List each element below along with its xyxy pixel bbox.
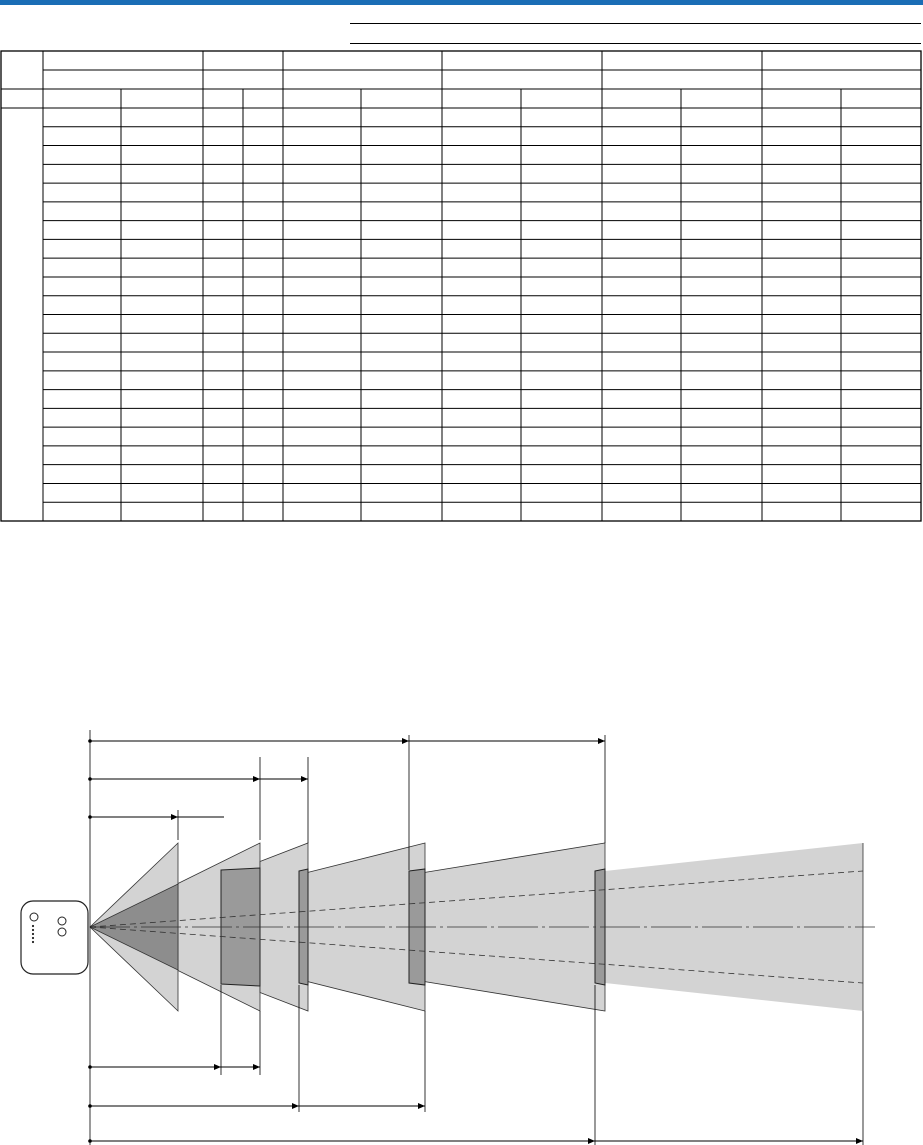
arrow-icon — [856, 1138, 863, 1144]
table-border — [0, 50, 922, 522]
projector-button — [57, 916, 67, 926]
arrow-icon — [418, 1103, 425, 1109]
arrow-icon — [253, 1064, 260, 1070]
projector-icon — [20, 900, 89, 975]
arrow-icon — [588, 1138, 595, 1144]
title-rule-top — [350, 23, 921, 24]
arrow-icon — [171, 814, 178, 820]
indicator-dot — [31, 928, 35, 932]
indicator-dot — [31, 940, 35, 944]
arrow-icon — [214, 1064, 221, 1070]
projector-body — [20, 900, 89, 975]
indicator-dot — [31, 932, 35, 936]
projector-button — [57, 927, 67, 937]
indicator-dot — [31, 924, 35, 928]
title-rule-bottom — [350, 43, 921, 44]
dashed-edge — [89, 926, 864, 984]
arrow-icon — [598, 738, 605, 744]
arrow-icon — [402, 738, 409, 744]
throw-distance-table — [0, 50, 922, 522]
screen — [220, 867, 261, 987]
projector-button — [29, 912, 39, 922]
header-accent-bar — [0, 0, 923, 5]
arrow-icon — [253, 776, 260, 782]
dashed-edge — [89, 870, 864, 928]
arrow-icon — [301, 776, 308, 782]
arrow-icon — [292, 1103, 299, 1109]
indicator-dot — [31, 936, 35, 940]
